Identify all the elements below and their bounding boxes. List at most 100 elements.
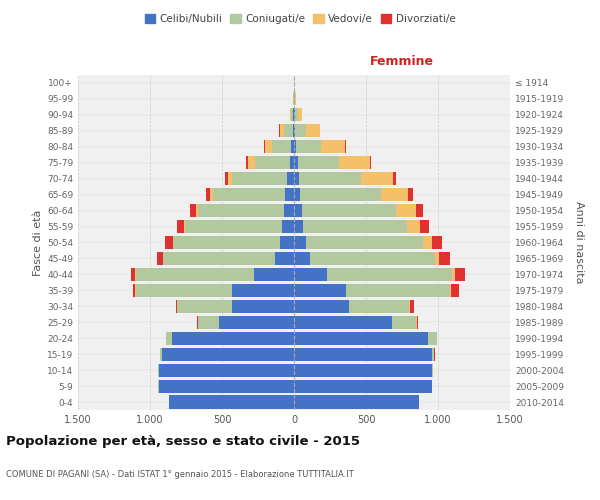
Bar [304, 220, 407, 233]
Bar [449, 284, 451, 297]
Bar [320, 140, 345, 153]
Bar [185, 220, 283, 233]
Bar [409, 188, 413, 201]
Bar [294, 124, 295, 138]
Bar [361, 172, 392, 185]
Bar [166, 332, 172, 345]
Bar [196, 204, 197, 217]
Legend: Celibi/Nubili, Coniugati/e, Vedovi/e, Divorziati/e: Celibi/Nubili, Coniugati/e, Vedovi/e, Di… [140, 10, 460, 29]
Bar [296, 140, 320, 153]
Text: COMUNE DI PAGANI (SA) - Dati ISTAT 1° gennaio 2015 - Elaborazione TUTTITALIA.IT: COMUNE DI PAGANI (SA) - Dati ISTAT 1° ge… [6, 470, 354, 479]
Bar [197, 316, 219, 329]
Bar [232, 172, 287, 185]
Bar [247, 156, 248, 170]
Bar [283, 220, 294, 233]
Bar [161, 348, 294, 360]
Bar [294, 268, 327, 281]
Bar [294, 380, 432, 392]
Bar [439, 252, 449, 265]
Bar [294, 156, 298, 170]
Bar [298, 156, 340, 170]
Bar [432, 348, 434, 360]
Bar [291, 140, 294, 153]
Bar [255, 156, 290, 170]
Bar [423, 236, 431, 249]
Bar [294, 316, 392, 329]
Bar [395, 204, 416, 217]
Bar [228, 172, 232, 185]
Bar [431, 236, 442, 249]
Bar [176, 220, 184, 233]
Bar [214, 188, 286, 201]
Bar [294, 348, 432, 360]
Bar [295, 92, 296, 106]
Bar [290, 108, 293, 122]
Bar [416, 316, 418, 329]
Bar [428, 332, 437, 345]
Y-axis label: Anni di nascita: Anni di nascita [574, 201, 584, 284]
Bar [294, 236, 306, 249]
Bar [452, 268, 455, 281]
Bar [370, 156, 371, 170]
Bar [275, 252, 294, 265]
Bar [232, 284, 294, 297]
Bar [294, 284, 346, 297]
Bar [301, 188, 381, 201]
Y-axis label: Fasce di età: Fasce di età [33, 210, 43, 276]
Bar [173, 236, 280, 249]
Bar [172, 332, 294, 345]
Bar [410, 300, 414, 313]
Bar [407, 220, 420, 233]
Bar [211, 188, 214, 201]
Bar [346, 284, 449, 297]
Bar [232, 300, 294, 313]
Bar [163, 252, 275, 265]
Bar [416, 204, 423, 217]
Bar [131, 268, 136, 281]
Bar [280, 124, 284, 138]
Bar [286, 188, 294, 201]
Bar [280, 236, 294, 249]
Bar [302, 204, 395, 217]
Bar [294, 172, 299, 185]
Bar [248, 156, 255, 170]
Bar [310, 252, 435, 265]
Bar [435, 252, 439, 265]
Bar [294, 140, 296, 153]
Bar [197, 204, 284, 217]
Bar [219, 316, 294, 329]
Bar [133, 284, 136, 297]
Bar [169, 396, 294, 408]
Bar [340, 156, 370, 170]
Bar [184, 220, 185, 233]
Bar [254, 268, 294, 281]
Bar [284, 124, 293, 138]
Bar [306, 236, 423, 249]
Bar [157, 252, 163, 265]
Text: Femmine: Femmine [370, 56, 434, 68]
Bar [294, 204, 302, 217]
Bar [206, 188, 211, 201]
Bar [420, 220, 428, 233]
Bar [284, 204, 294, 217]
Bar [451, 284, 459, 297]
Bar [293, 108, 294, 122]
Bar [294, 396, 419, 408]
Bar [295, 108, 298, 122]
Bar [166, 236, 173, 249]
Bar [290, 156, 294, 170]
Bar [294, 332, 428, 345]
Bar [349, 300, 409, 313]
Bar [392, 172, 395, 185]
Bar [178, 300, 232, 313]
Bar [298, 108, 302, 122]
Bar [381, 188, 409, 201]
Bar [294, 364, 432, 376]
Text: Popolazione per età, sesso e stato civile - 2015: Popolazione per età, sesso e stato civil… [6, 435, 360, 448]
Bar [158, 380, 294, 392]
Bar [345, 140, 346, 153]
Bar [294, 220, 304, 233]
Bar [160, 348, 161, 360]
Bar [176, 300, 178, 313]
Bar [272, 140, 291, 153]
